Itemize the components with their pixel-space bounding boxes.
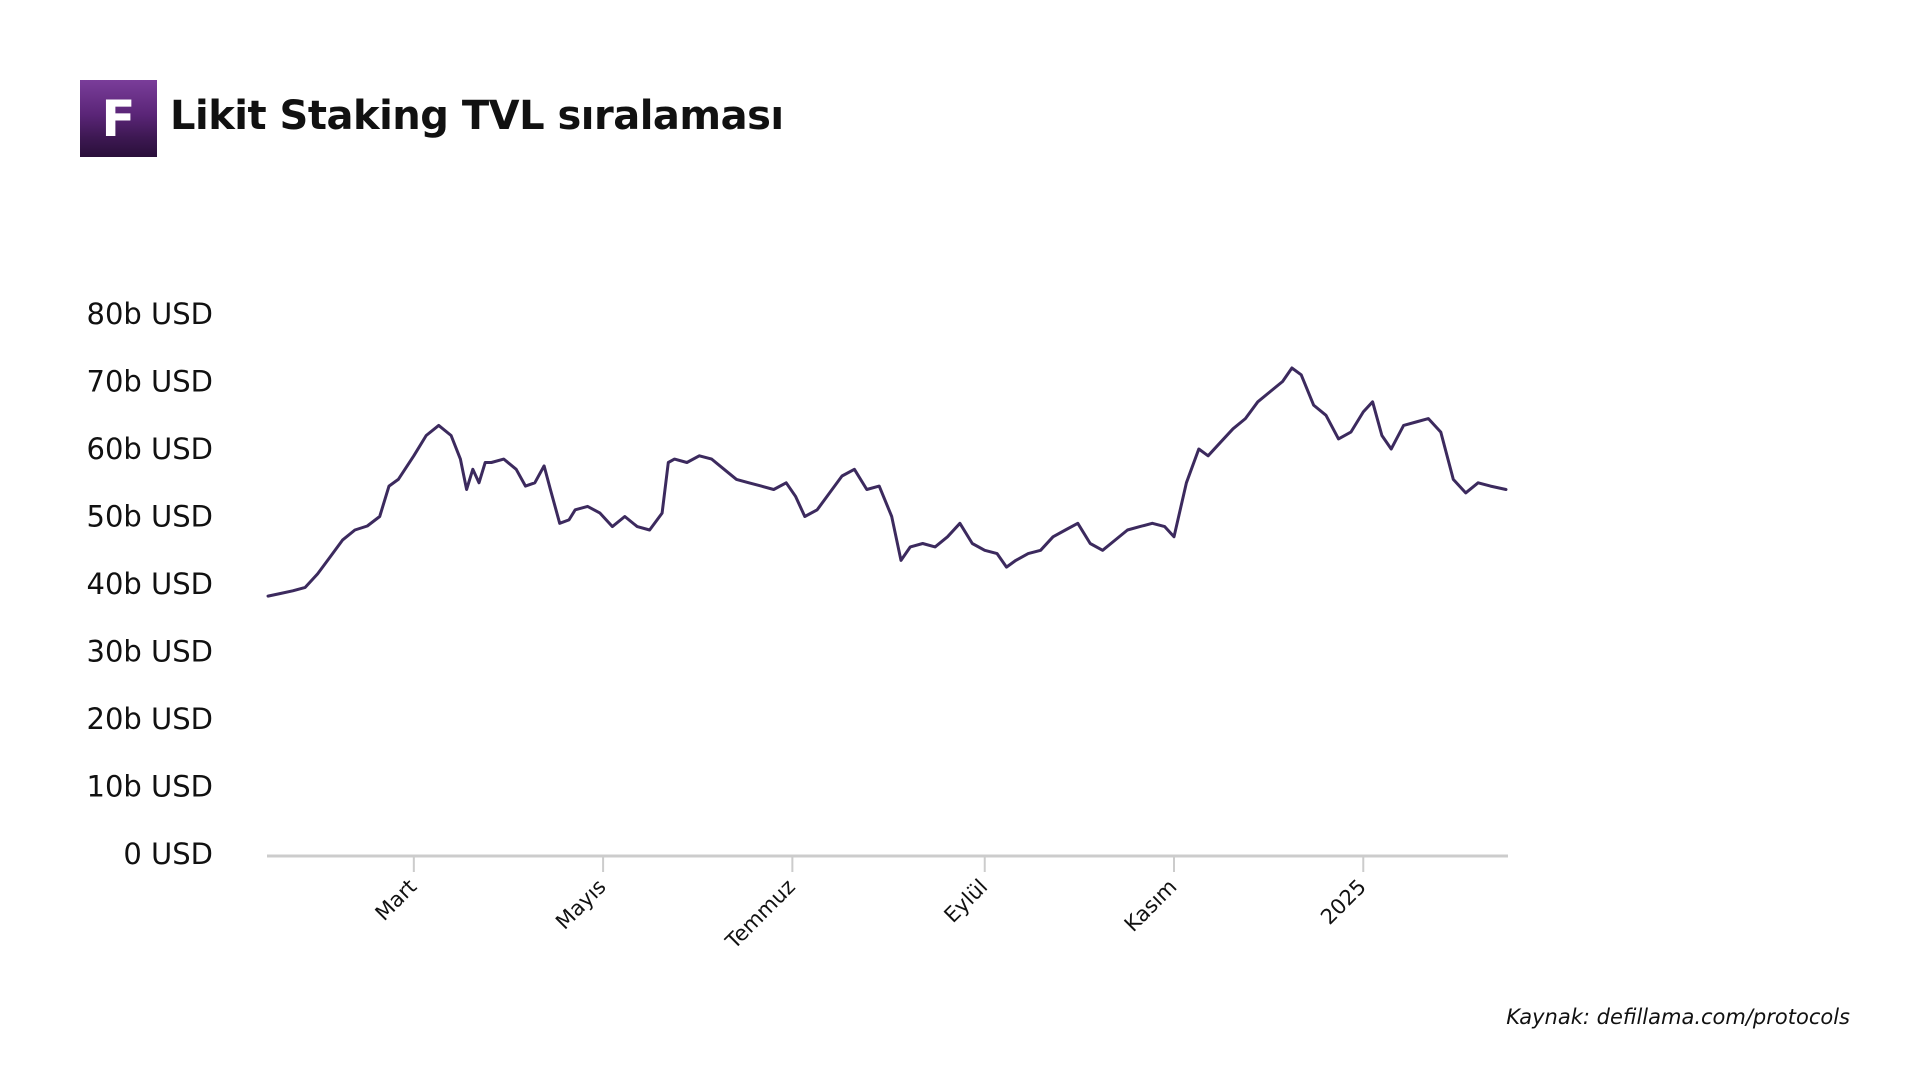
- y-tick-label: 10b USD: [87, 770, 214, 804]
- x-tick-label: 2025: [1316, 875, 1371, 930]
- source-note: Kaynak: defillama.com/protocols: [1506, 1005, 1850, 1029]
- y-tick-label: 20b USD: [87, 702, 214, 736]
- x-tick-label: Kasım: [1120, 875, 1182, 937]
- x-tick-label: Eylül: [939, 875, 992, 928]
- y-tick-label: 30b USD: [87, 635, 214, 669]
- x-axis-ticks: Mart Mayıs Temmuz Eylül Kasım 2025: [371, 856, 1371, 954]
- series-line: [266, 366, 1508, 598]
- x-tick-label: Temmuz: [720, 875, 800, 955]
- y-tick-label: 60b USD: [87, 432, 214, 466]
- brand-logo: F: [80, 80, 157, 157]
- y-tick-label: 80b USD: [87, 297, 214, 331]
- y-tick-label: 70b USD: [87, 365, 214, 399]
- y-tick-label: 50b USD: [87, 500, 214, 534]
- x-tick-label: Mart: [371, 875, 422, 926]
- y-tick-label: 0 USD: [123, 837, 213, 871]
- y-axis-ticks: 0 USD 10b USD 20b USD 30b USD 40b USD 50b USD…: [87, 297, 214, 871]
- logo-letter: F: [101, 89, 136, 148]
- chart-title: Likit Staking TVL sıralaması: [170, 93, 784, 139]
- y-tick-label: 40b USD: [87, 567, 214, 601]
- x-tick-label: Mayıs: [551, 875, 611, 935]
